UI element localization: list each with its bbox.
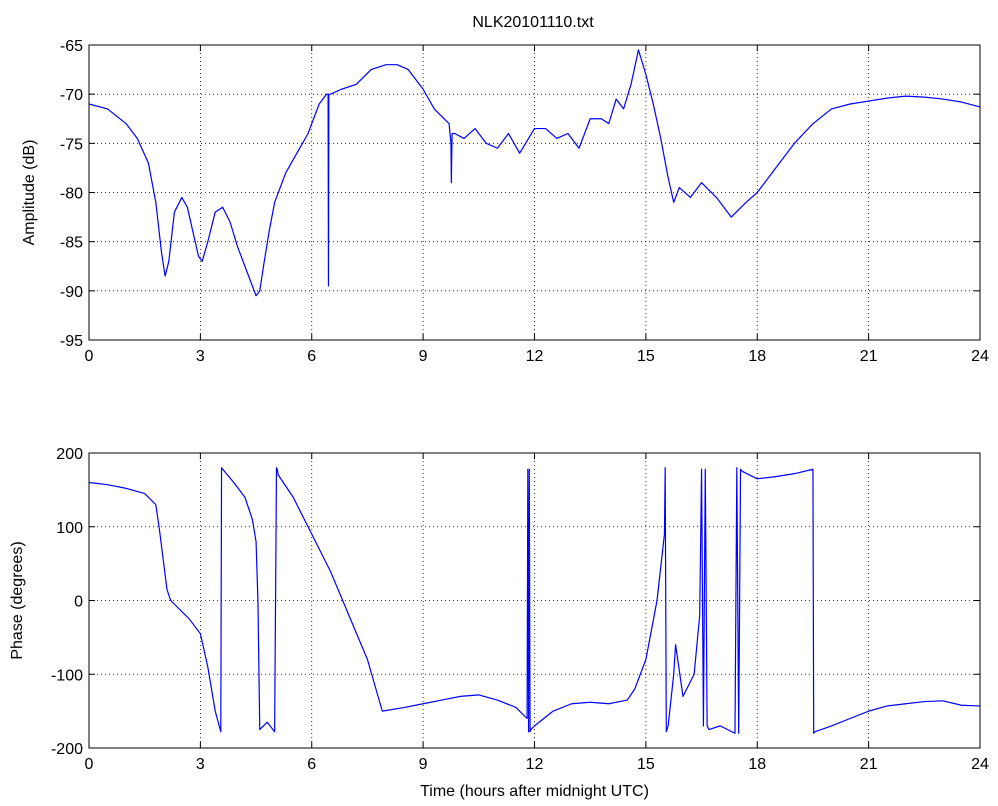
phase-y-tick-label: 200 [56, 446, 83, 463]
phase-x-tick-label: 3 [196, 756, 205, 773]
amplitude-x-tick-label: 24 [971, 348, 989, 365]
phase-x-axis-label: Time (hours after midnight UTC) [420, 783, 649, 800]
amplitude-x-tick-label: 6 [307, 348, 316, 365]
phase-x-tick-label: 24 [971, 756, 989, 773]
amplitude-x-tick-label: 15 [637, 348, 655, 365]
phase-x-tick-label: 9 [419, 756, 428, 773]
amplitude-x-tick-label: 3 [196, 348, 205, 365]
phase-y-tick-label: 100 [56, 520, 83, 537]
amplitude-x-tick-label: 12 [526, 348, 544, 365]
phase-x-tick-label: 6 [307, 756, 316, 773]
phase-y-tick-label: -200 [51, 741, 83, 758]
amplitude-x-tick-label: 21 [860, 348, 878, 365]
phase-y-tick-label: -100 [51, 667, 83, 684]
phase-x-tick-label: 18 [748, 756, 766, 773]
phase-y-tick-label: 0 [74, 594, 83, 611]
amplitude-x-tick-label: 18 [748, 348, 766, 365]
phase-x-tick-label: 15 [637, 756, 655, 773]
amplitude-x-tick-label: 0 [85, 348, 94, 365]
phase-x-tick-label: 12 [526, 756, 544, 773]
phase-x-tick-label: 21 [860, 756, 878, 773]
figure-title: NLK20101110.txt [472, 14, 594, 31]
amplitude-y-tick-label: -95 [60, 333, 83, 350]
amplitude-panel: 0 3 6 9 12 15 18 21 24 -95 -90 -85 -80 -75 -70 -65 Ampli… [21, 38, 989, 365]
amplitude-series-line [88, 49, 981, 297]
amplitude-y-tick-label: -80 [60, 186, 83, 203]
amplitude-y-tick-label: -85 [60, 235, 83, 252]
amplitude-y-axis-label: Amplitude (dB) [21, 140, 38, 246]
phase-y-axis-label: Phase (degrees) [9, 541, 26, 659]
amplitude-y-tick-label: -65 [60, 38, 83, 55]
amplitude-y-tick-label: -90 [60, 284, 83, 301]
phase-panel: 0 3 6 9 12 15 18 21 24 -200 -100 0 100 200 Phase (degr… [9, 446, 989, 800]
phase-x-tick-label: 0 [85, 756, 94, 773]
phase-series-line [88, 467, 981, 734]
amplitude-x-tick-label: 9 [419, 348, 428, 365]
amplitude-y-tick-label: -70 [60, 87, 83, 104]
amplitude-y-tick-label: -75 [60, 136, 83, 153]
